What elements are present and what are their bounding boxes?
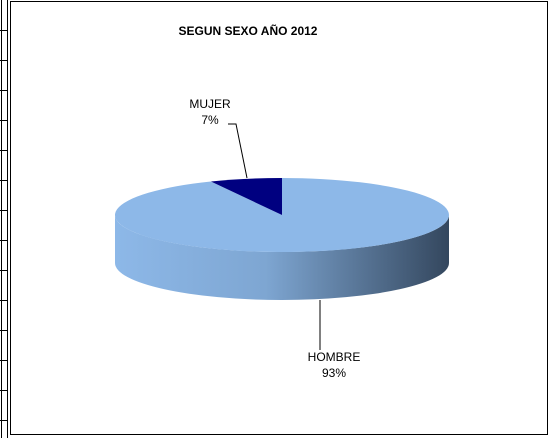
pie-slice (114, 178, 449, 253)
leader-line (228, 123, 248, 179)
slice-value-label: 7% (201, 113, 219, 127)
slice-label: MUJER (189, 97, 231, 111)
slice-value-label: 93% (322, 366, 346, 380)
slice-label: HOMBRE (308, 350, 361, 364)
pie-side (115, 215, 449, 300)
pie-slice (210, 178, 282, 215)
sheet-gridlines (0, 0, 8, 438)
chart-title: SEGUN SEXO AÑO 2012 (179, 23, 318, 38)
